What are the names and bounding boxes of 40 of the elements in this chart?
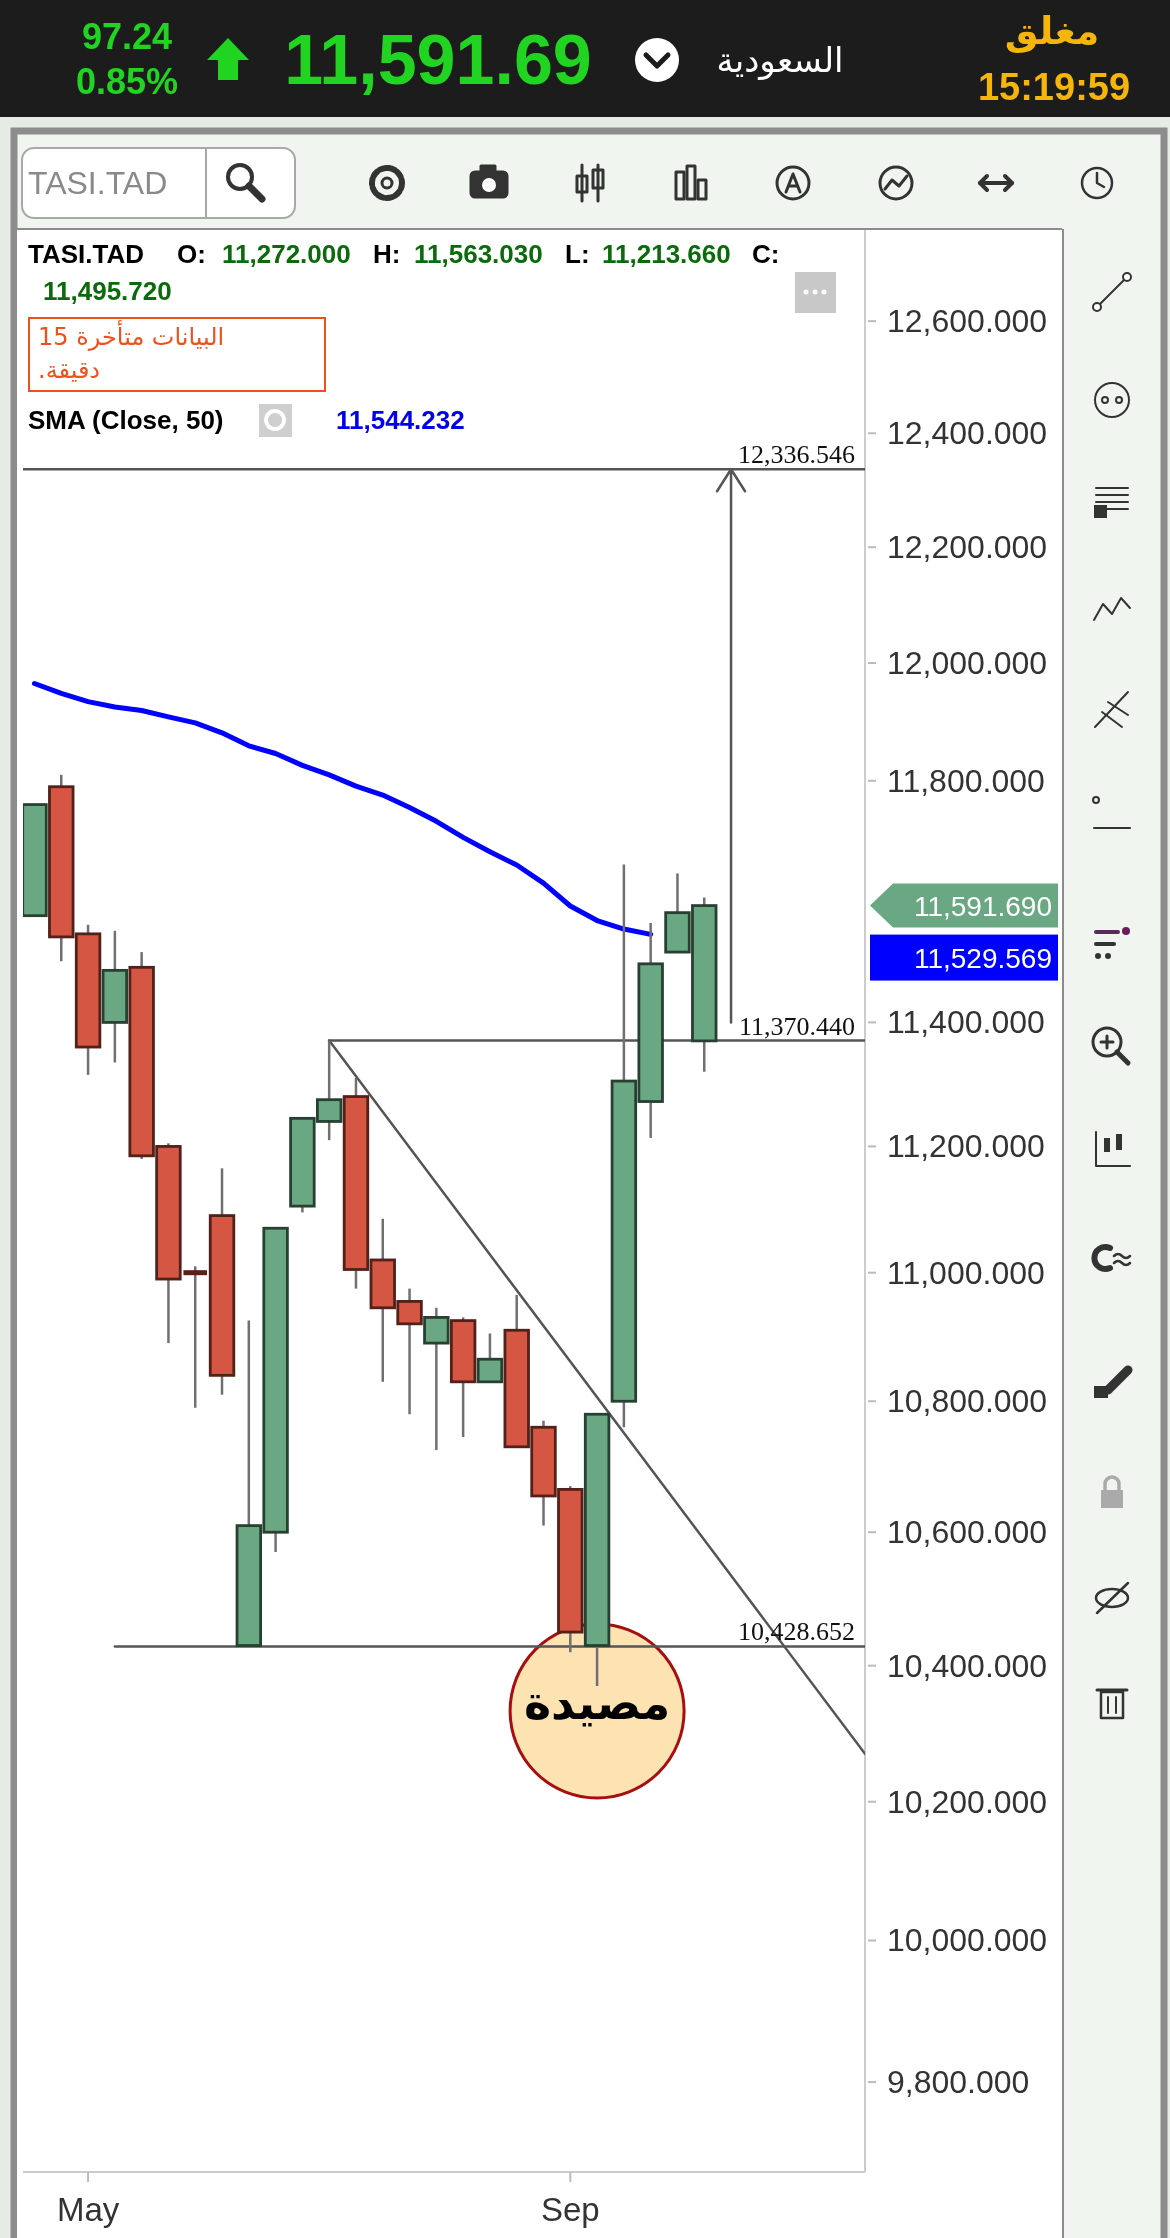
text: 0.85% [75, 60, 179, 102]
annotation: 11,495.720 [43, 276, 172, 306]
text: 11,591.690 [913, 890, 1052, 922]
annotation: SMA (Close, 50) [28, 405, 224, 435]
y-tick-label: 11,800.000 [887, 762, 1045, 799]
y-tick-label: 12,200.000 [887, 529, 1048, 566]
x-tick-label: Sep [540, 2190, 600, 2228]
x-tick-label: May [56, 2190, 120, 2228]
y-tick-label: 10,200.000 [887, 1783, 1048, 1820]
y-tick-label: 10,400.000 [887, 1647, 1048, 1684]
annotation: البيانات متأخرة 15 دقيقة. [28, 317, 326, 392]
annotation: مصيدة [523, 1675, 671, 1730]
y-tick-label: 10,600.000 [887, 1514, 1048, 1551]
series-label: 11,370.440 [738, 1011, 855, 1041]
y-tick-label: 11,200.000 [887, 1128, 1045, 1165]
y-tick-label: 9,800.000 [887, 2064, 1030, 2101]
annotation: 11,544.232 [336, 405, 465, 435]
text: مغلق [1004, 9, 1100, 53]
text: 15:19:59 [977, 66, 1131, 108]
y-tick-label: 11,400.000 [887, 1004, 1045, 1041]
chart-title: TASI.TAD [28, 239, 145, 269]
annotation: O: [177, 239, 206, 269]
annotation: H: [373, 239, 401, 269]
series-label: 12,336.546 [738, 439, 855, 469]
annotation: C: [752, 239, 780, 269]
annotation: 11,213.660 [602, 239, 731, 269]
y-tick-label: 12,600.000 [887, 303, 1048, 340]
annotation: 11,563.030 [414, 239, 543, 269]
text: 11,591.69 [284, 21, 592, 99]
y-tick-label: 10,000.000 [887, 1922, 1048, 1959]
y-tick-label: 10,800.000 [887, 1383, 1048, 1420]
y-tick-label: 12,000.000 [887, 645, 1048, 682]
annotation: L: [565, 239, 590, 269]
text: 97.24 [81, 15, 173, 57]
text: السعودية [716, 40, 844, 81]
y-tick-label: 12,400.000 [887, 415, 1048, 452]
y-tick-label: 11,000.000 [887, 1254, 1045, 1291]
text: 11,529.569 [913, 942, 1052, 974]
annotation: 11,272.000 [222, 239, 351, 269]
text: TASI.TAD [28, 165, 168, 201]
